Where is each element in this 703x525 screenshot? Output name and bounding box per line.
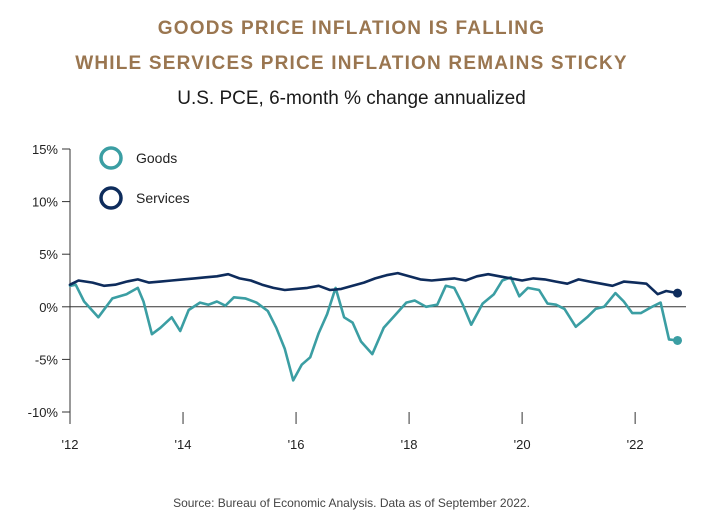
services-legend-label: Services: [136, 190, 190, 206]
services-series-line: [68, 271, 679, 296]
goods-legend-marker: [99, 146, 123, 170]
chart-legend: Goods Services: [99, 146, 190, 210]
x-tick-label: '22: [627, 437, 644, 452]
x-tick-label: '14: [175, 437, 192, 452]
y-tick-label: 10%: [32, 195, 58, 210]
line-chart: 15% 10% 5% 0% -5% -10% '12 '14 '16 '18 '20 '22 Good…: [28, 142, 686, 452]
chart-series-layer: [68, 271, 683, 382]
goods-legend-label: Goods: [136, 150, 177, 166]
x-tick-label: '16: [288, 437, 305, 452]
x-tick-label: '12: [62, 437, 79, 452]
y-tick-label: -10%: [28, 405, 59, 420]
x-tick-label: '18: [401, 437, 418, 452]
services-end-point: [673, 288, 683, 298]
source-note: Source: Bureau of Economic Analysis. Dat…: [173, 496, 530, 510]
goods-series-line: [68, 276, 679, 382]
chart-subtitle: U.S. PCE, 6-month % change annualized: [177, 88, 526, 109]
services-legend-marker: [99, 186, 123, 210]
x-tick-label: '20: [514, 437, 531, 452]
y-tick-label: 0%: [39, 300, 58, 315]
y-tick-label: 5%: [39, 247, 58, 262]
chart-title-line-1: GOODS PRICE INFLATION IS FALLING: [157, 18, 546, 39]
y-tick-label: -5%: [35, 352, 59, 367]
chart-axes: 15% 10% 5% 0% -5% -10% '12 '14 '16 '18 '20 '22: [28, 142, 686, 452]
y-tick-label: 15%: [32, 142, 58, 157]
chart-title-line-2: WHILE SERVICES PRICE INFLATION REMAINS S…: [75, 53, 628, 74]
goods-end-point: [673, 335, 683, 345]
